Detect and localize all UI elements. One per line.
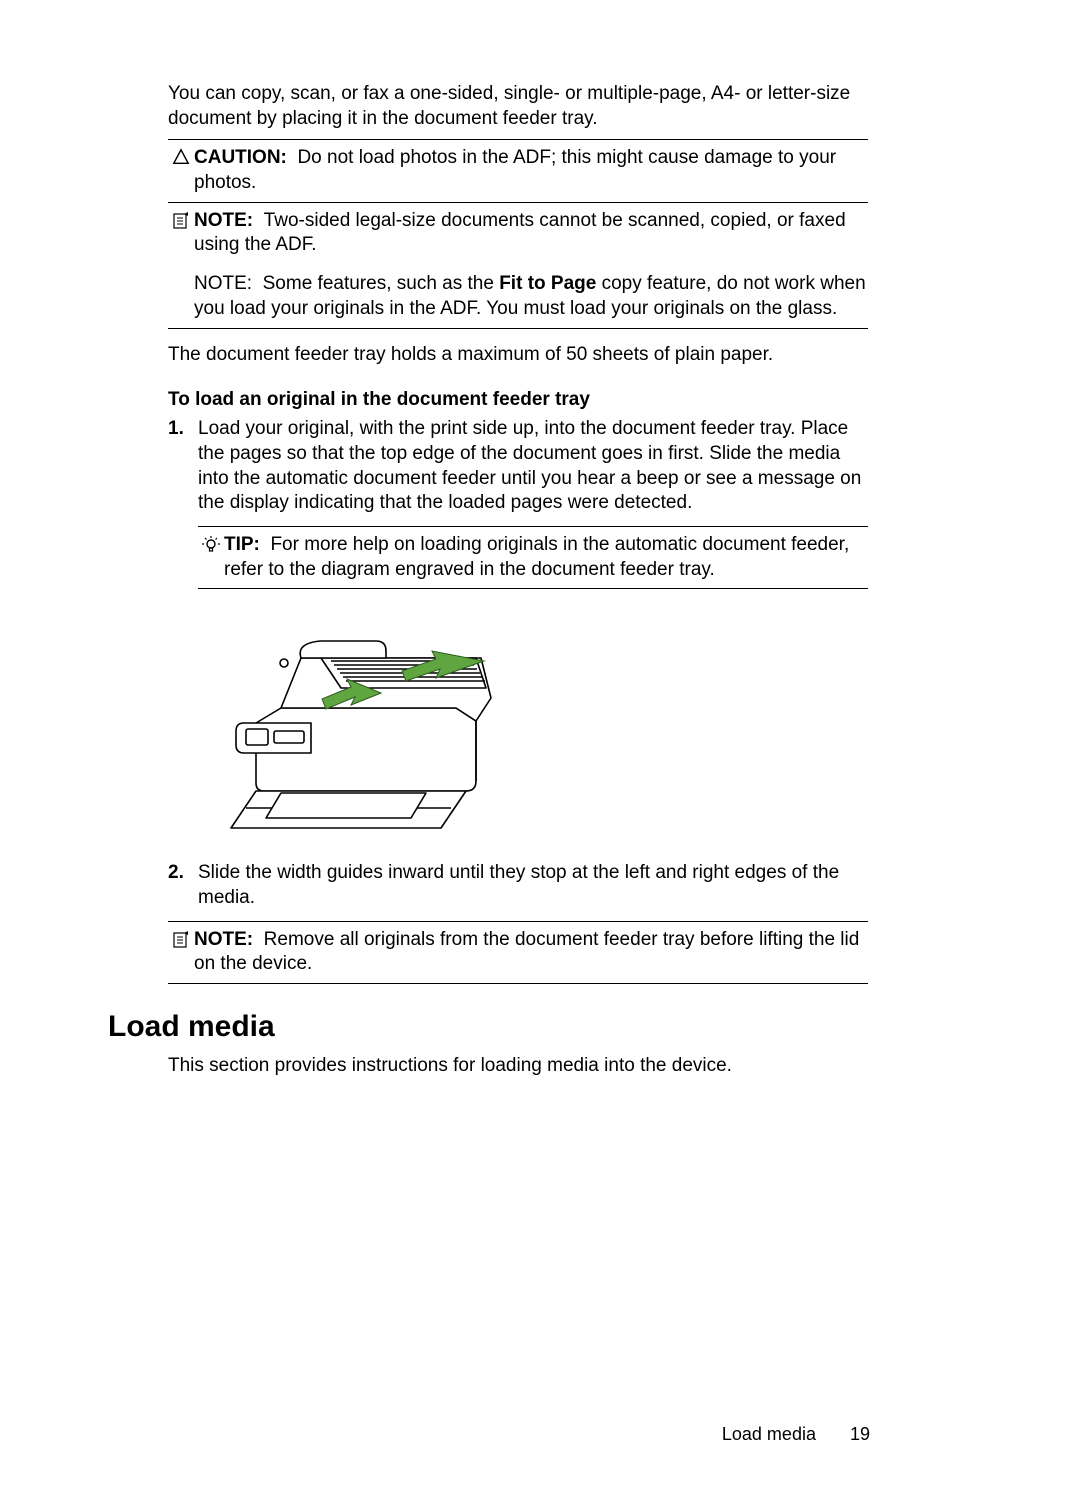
note1-text: NOTE: Two-sided legal-size documents can… [194, 209, 868, 258]
printer-figure [226, 603, 526, 843]
tip-body: For more help on loading originals in th… [224, 534, 849, 580]
note2-label: NOTE: [194, 929, 253, 950]
step-2-text: Slide the width guides inward until they… [198, 862, 839, 908]
h2-wrap: Load media [108, 1010, 868, 1044]
tip-label: TIP: [224, 534, 260, 555]
note2-body: Remove all originals from the document f… [194, 929, 859, 975]
load-media-heading: Load media [108, 1010, 868, 1044]
step-2: Slide the width guides inward until they… [168, 861, 868, 910]
note1-body: Two-sided legal-size documents cannot be… [194, 210, 846, 256]
footer-section: Load media [722, 1424, 816, 1445]
tip-icon [198, 533, 224, 555]
caution-icon [168, 146, 194, 166]
content-column: You can copy, scan, or fax a one-sided, … [168, 82, 868, 1087]
caution-body: Do not load photos in the ADF; this migh… [194, 147, 836, 193]
note2-text: NOTE: Remove all originals from the docu… [194, 928, 868, 977]
page: You can copy, scan, or fax a one-sided, … [0, 0, 1080, 1495]
procedure-list: Load your original, with the print side … [168, 417, 868, 911]
footer-page-number: 19 [850, 1424, 870, 1445]
load-media-intro: This section provides instructions for l… [168, 1054, 868, 1079]
tip-text: TIP: For more help on loading originals … [224, 533, 868, 582]
caution-text: CAUTION: Do not load photos in the ADF; … [194, 146, 868, 195]
capacity-paragraph: The document feeder tray holds a maximum… [168, 343, 868, 368]
note1b-bold: Fit to Page [499, 273, 596, 294]
caution-label: CAUTION: [194, 147, 287, 168]
note1b-label: NOTE: [194, 273, 252, 294]
step-1-text: Load your original, with the print side … [198, 418, 861, 513]
tip-callout: TIP: For more help on loading originals … [198, 526, 868, 589]
note1b-text: NOTE: Some features, such as the Fit to … [194, 272, 868, 321]
step-1: Load your original, with the print side … [168, 417, 868, 843]
note1-label: NOTE: [194, 210, 253, 231]
note1-callout: NOTE: Two-sided legal-size documents can… [168, 203, 868, 329]
note-icon [168, 209, 194, 231]
page-footer: Load media 19 [722, 1424, 870, 1445]
note2-callout: NOTE: Remove all originals from the docu… [168, 921, 868, 984]
caution-callout: CAUTION: Do not load photos in the ADF; … [168, 139, 868, 202]
note1b-prefix: Some features, such as the [263, 273, 500, 294]
intro-paragraph: You can copy, scan, or fax a one-sided, … [168, 82, 868, 131]
procedure-heading: To load an original in the document feed… [168, 389, 868, 411]
note2-icon [168, 928, 194, 950]
